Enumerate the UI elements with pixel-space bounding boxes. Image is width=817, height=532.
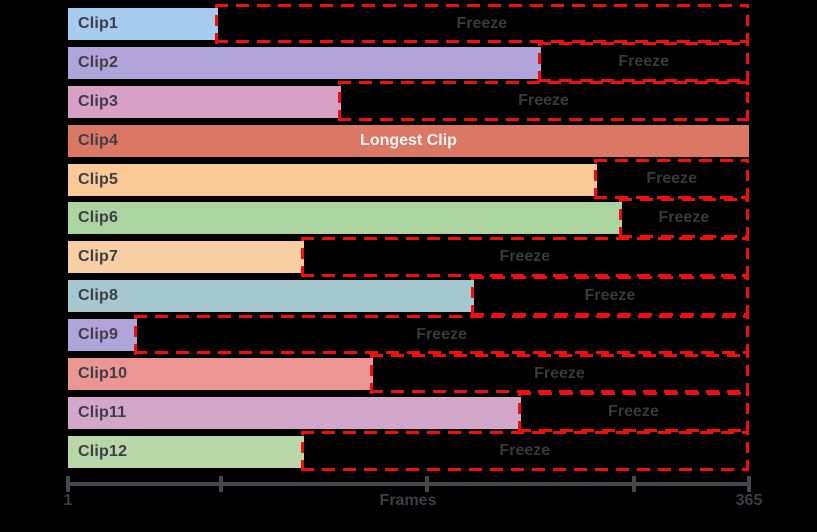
freeze-region: Freeze	[470, 275, 749, 316]
clip-bar: Clip11	[68, 396, 521, 429]
clip-bar: Clip9	[68, 319, 138, 352]
clip-name-label: Clip8	[78, 287, 119, 305]
clip-row: Clip12 Freeze	[68, 431, 749, 472]
clip-name-label: Clip3	[78, 92, 119, 110]
freeze-region: Freeze	[618, 197, 749, 238]
clip-bar: Clip5	[68, 163, 598, 196]
clip-name-label: Clip5	[78, 170, 119, 188]
longest-clip-label: Longest Clip	[360, 131, 457, 149]
freeze-label: Freeze	[518, 92, 569, 110]
x-axis-tick	[219, 476, 224, 492]
clip-name-label: Clip7	[78, 248, 119, 266]
x-axis-label: Frames	[379, 492, 437, 509]
clip-bar: Clip4 Longest Clip	[68, 124, 749, 157]
clip-bar: Clip2	[68, 46, 542, 79]
freeze-label: Freeze	[584, 286, 636, 304]
freeze-region: Freeze	[517, 392, 749, 433]
clip-row: Clip7 Freeze	[68, 236, 749, 277]
x-axis-line	[68, 482, 749, 486]
clip-row: Clip10 Freeze	[68, 353, 749, 394]
freeze-region: Freeze	[134, 314, 749, 355]
clip-name-label: Clip11	[78, 403, 127, 421]
freeze-label: Freeze	[534, 364, 585, 382]
clip-row: Clip4 Longest Clip	[68, 124, 749, 157]
freeze-label: Freeze	[618, 53, 670, 71]
clip-bar: Clip3	[68, 85, 342, 118]
freeze-label: Freeze	[646, 170, 698, 188]
freeze-label: Freeze	[416, 325, 467, 343]
clip-bar: Clip10	[68, 358, 373, 391]
clip-bar: Clip8	[68, 280, 474, 313]
clip-name-label: Clip9	[78, 326, 119, 344]
clip-row: Clip3 Freeze	[68, 81, 749, 122]
freeze-label: Freeze	[456, 14, 508, 32]
clip-name-label: Clip1	[78, 15, 119, 32]
freeze-region: Freeze	[369, 353, 749, 394]
clip-row: Clip9 Freeze	[68, 314, 749, 355]
x-axis-tick	[424, 476, 429, 492]
clip-row: Clip2 Freeze	[68, 42, 749, 83]
freeze-label: Freeze	[658, 208, 710, 226]
clip-name-label: Clip6	[78, 209, 119, 227]
clip-name-label: Clip2	[78, 53, 119, 71]
x-axis-tick	[631, 476, 636, 492]
clip-name-label: Clip10	[78, 365, 128, 383]
freeze-region: Freeze	[214, 3, 749, 44]
clip-bar: Clip6	[68, 202, 622, 235]
freeze-region: Freeze	[594, 159, 749, 200]
clip-bar: Clip12	[68, 435, 304, 468]
plot-area: Clip1 Freeze Clip2 Freeze Clip3 Freeze Clip4 Lo…	[68, 3, 749, 472]
clip-row: Clip1 Freeze	[68, 3, 749, 44]
x-axis-tick	[747, 476, 751, 492]
clip-row: Clip11 Freeze	[68, 392, 749, 433]
freeze-label: Freeze	[499, 247, 551, 265]
axis-max-label: 365	[735, 492, 763, 509]
clip-row: Clip8 Freeze	[68, 275, 749, 316]
clip-name-label: Clip12	[78, 442, 128, 460]
freeze-region: Freeze	[300, 236, 749, 277]
freeze-label: Freeze	[499, 442, 551, 460]
freeze-label: Freeze	[608, 403, 659, 421]
x-axis-tick	[66, 476, 70, 492]
clip-bar: Clip1	[68, 8, 218, 40]
freeze-region: Freeze	[338, 81, 749, 122]
freeze-region: Freeze	[300, 431, 749, 472]
clip-row: Clip5 Freeze	[68, 159, 749, 200]
clip-name-label: Clip4	[78, 131, 119, 149]
freeze-region: Freeze	[538, 42, 749, 83]
axis-min-label: 1	[63, 492, 73, 509]
clip-bar: Clip7	[68, 241, 304, 274]
clip-row: Clip6 Freeze	[68, 197, 749, 238]
